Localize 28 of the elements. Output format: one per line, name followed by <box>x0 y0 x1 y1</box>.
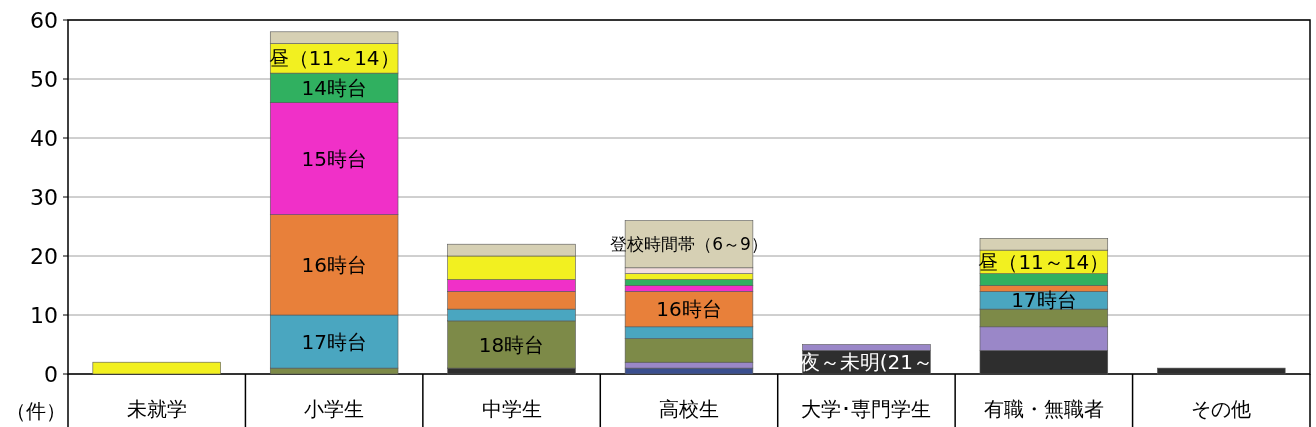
annotation: 登校時間帯（6～9） <box>610 234 768 255</box>
x-tick-label: 大学･専門学生 <box>801 397 932 421</box>
y-tick-label: 60 <box>30 8 58 33</box>
annotation: 14時台 <box>301 75 367 100</box>
bar <box>624 367 754 375</box>
annotation: 昼（11～14） <box>268 46 400 71</box>
y-tick-label: 30 <box>30 185 58 210</box>
y-tick-label: 10 <box>30 303 58 328</box>
annotation: 夜～未明(21～ <box>799 350 934 375</box>
x-tick-label: 小学生 <box>304 397 365 421</box>
x-tick-label: 有職・無職者 <box>983 397 1104 421</box>
annotation: 16時台 <box>656 297 722 322</box>
y-tick-label: 0 <box>44 362 58 387</box>
x-tick-label: 高校生 <box>659 397 719 421</box>
annotation: 18時台 <box>478 332 545 357</box>
bar <box>92 361 221 375</box>
y-tick-label: 50 <box>30 67 58 92</box>
annotation: 17時台 <box>1011 288 1077 313</box>
y-tick-label: 20 <box>30 244 58 269</box>
bar <box>1157 367 1286 375</box>
annotation: 15時台 <box>301 146 367 171</box>
y-axis-title: （件） <box>6 399 66 423</box>
x-tick-label: 未就学 <box>126 397 187 421</box>
y-tick-label: 40 <box>30 126 58 151</box>
annotation: 16時台 <box>301 252 367 277</box>
x-tick-label: 中学生 <box>481 397 542 421</box>
x-tick-label: その他 <box>1191 397 1252 421</box>
annotation: 17時台 <box>301 329 367 354</box>
